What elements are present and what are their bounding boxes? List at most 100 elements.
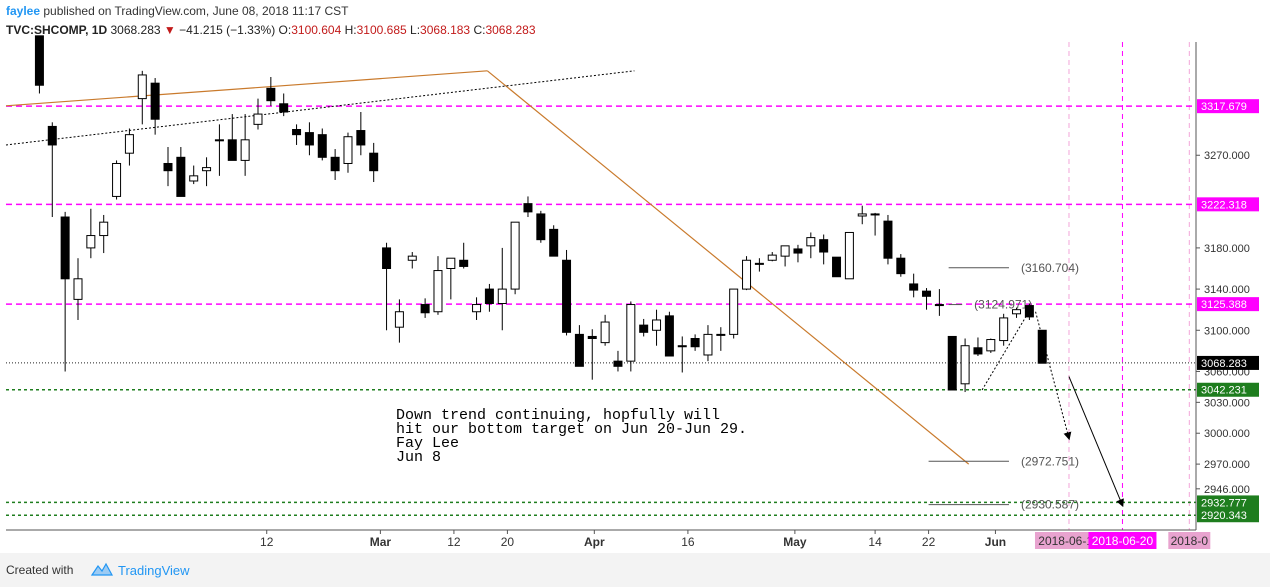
annotation-line: Down trend continuing, hopfully will xyxy=(396,407,720,424)
time-tick-label: Mar xyxy=(370,535,392,549)
price-tick-label: 3100.000 xyxy=(1204,325,1250,337)
candle-body xyxy=(729,288,739,335)
candle-body xyxy=(523,203,533,213)
candle-body xyxy=(73,278,83,300)
candle-body xyxy=(214,139,224,142)
candle-body xyxy=(176,156,186,197)
candle-body xyxy=(407,255,417,261)
price-chart[interactable]: (3160.704) (3124.971) (2972.751) (2930.587)… xyxy=(0,0,1270,553)
candle-body xyxy=(857,213,867,217)
time-tick-label: 16 xyxy=(681,535,695,549)
tradingview-brand-link[interactable]: TradingView xyxy=(118,563,190,578)
candle-body xyxy=(1012,309,1022,315)
candle-body xyxy=(934,304,944,307)
current-price-tag xyxy=(1197,355,1259,370)
level-price-label: 3042.231 xyxy=(1201,385,1247,397)
candle-body xyxy=(343,136,353,164)
time-tick-label: 12 xyxy=(447,535,461,549)
price-change: −41.215 (−1.33%) xyxy=(179,23,276,37)
candle-body xyxy=(870,213,880,216)
candle-body xyxy=(292,129,302,136)
ohlc-high-value: 3100.685 xyxy=(356,23,407,37)
candle-body xyxy=(960,345,970,385)
level-price-label: 2932.777 xyxy=(1201,497,1247,509)
candle-body xyxy=(613,360,623,367)
candle-body xyxy=(253,113,263,125)
candle-body xyxy=(793,248,803,254)
level-price-tag xyxy=(1197,495,1259,510)
candle-body xyxy=(986,339,996,352)
candle-body xyxy=(844,231,854,280)
candle-body xyxy=(510,221,520,290)
candle-body xyxy=(896,257,906,275)
candle-body xyxy=(304,132,314,146)
candle-body xyxy=(587,335,597,340)
candle-body xyxy=(99,221,109,237)
candle-body xyxy=(600,321,610,344)
candle-body xyxy=(664,315,674,357)
candle-body xyxy=(394,311,404,328)
candle-body xyxy=(999,317,1009,342)
price-tick-label: 3180.000 xyxy=(1204,243,1250,255)
author-link[interactable]: faylee xyxy=(6,4,41,18)
publish-info: published on TradingView.com, June 08, 2… xyxy=(43,4,349,18)
candle-body xyxy=(626,304,636,362)
price-tick-label: 3140.000 xyxy=(1204,284,1250,296)
candle-body xyxy=(137,74,147,100)
time-tick-label: 14 xyxy=(868,535,882,549)
date-tag-label: 2018-0 xyxy=(1171,534,1209,548)
level-price-label: 3125.388 xyxy=(1201,299,1247,311)
candle-body xyxy=(806,237,816,247)
candle-body xyxy=(549,228,559,257)
annotation-line: hit our bottom target on Jun 20-Jun 29. xyxy=(396,421,747,438)
measure-label: (2972.751) xyxy=(1021,454,1079,468)
time-tick-label: 22 xyxy=(922,535,936,549)
candle-body xyxy=(279,103,289,113)
time-tick-label: 20 xyxy=(501,535,515,549)
level-price-tag xyxy=(1197,382,1259,397)
candle-body xyxy=(317,134,327,158)
candle-body xyxy=(472,304,482,313)
candle-body xyxy=(34,35,44,86)
projection-arrow xyxy=(1035,311,1072,441)
chart-header: faylee published on TradingView.com, Jun… xyxy=(0,0,1270,42)
trend-line xyxy=(5,70,635,146)
publish-line: faylee published on TradingView.com, Jun… xyxy=(6,4,348,18)
ohlc-open-value: 3100.604 xyxy=(291,23,342,37)
date-tag xyxy=(1088,532,1157,549)
candle-body xyxy=(240,139,250,161)
level-price-label: 2920.343 xyxy=(1201,510,1247,522)
price-tick-label: 2970.000 xyxy=(1204,459,1250,471)
measure-label: (2930.587) xyxy=(1021,498,1079,512)
candle-body xyxy=(947,335,957,391)
created-with-label: Created with xyxy=(6,563,74,577)
level-price-tag xyxy=(1197,99,1259,114)
time-axis[interactable]: 12 Mar 12 20 Apr 16 May 14 22 Jun xyxy=(260,530,1006,549)
candle-body xyxy=(60,216,70,280)
price-axis[interactable]: 3317.679 3222.318 3125.388 3042.231 2932.777… xyxy=(1196,99,1259,523)
plot-area[interactable] xyxy=(6,42,1196,530)
symbol-name: TVC:SHCOMP, 1D xyxy=(6,23,108,37)
candle-body xyxy=(716,333,726,336)
date-tag-label: 2018-06-20 xyxy=(1092,534,1154,548)
candle-body xyxy=(202,167,212,172)
ohlc-low-label: L: xyxy=(410,23,421,37)
candle-body xyxy=(973,347,983,355)
candle-body xyxy=(677,345,687,348)
level-price-label: 3317.679 xyxy=(1201,101,1247,113)
candle-body xyxy=(330,156,340,172)
candle-body xyxy=(1024,305,1034,318)
candle-body xyxy=(909,283,919,291)
tradingview-cloud-icon xyxy=(88,561,114,582)
price-tick-label: 3270.000 xyxy=(1204,150,1250,162)
ohlc-high-label: H: xyxy=(344,23,357,37)
date-tag xyxy=(1168,532,1211,549)
ohlc-open-label: O: xyxy=(278,23,292,37)
candle-body xyxy=(47,125,57,146)
candle-body xyxy=(497,288,507,305)
ohlc-low-value: 3068.183 xyxy=(420,23,471,37)
annotation-line: Jun 8 xyxy=(396,449,441,466)
current-price-label: 3068.283 xyxy=(1201,358,1247,370)
candle-body xyxy=(266,87,276,102)
candle-body xyxy=(446,257,456,269)
